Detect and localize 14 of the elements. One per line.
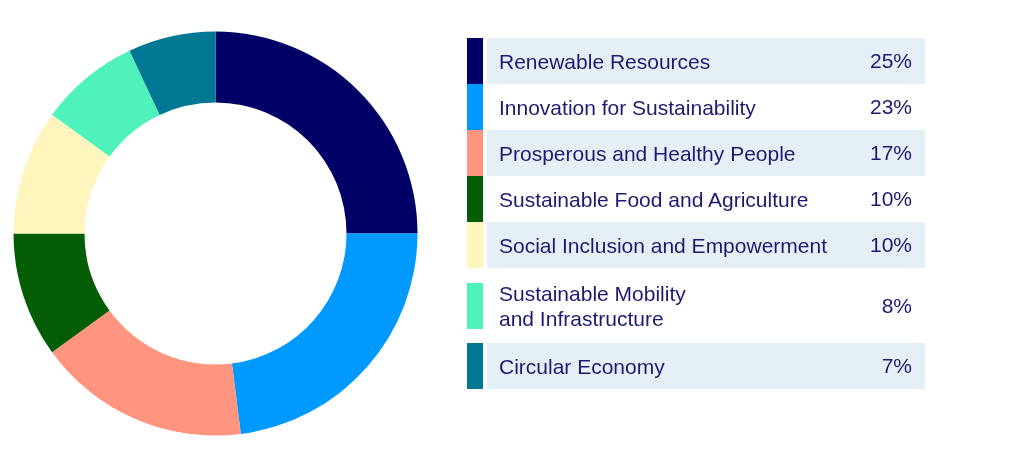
legend-label: Renewable Resources	[499, 48, 711, 74]
value-label: 17%	[869, 140, 912, 166]
value-label: 25%	[869, 48, 912, 74]
value-label: 10%	[869, 186, 912, 212]
legend-label: Circular Economy	[499, 353, 665, 379]
legend-label: Social Inclusion and Empowerment	[499, 232, 827, 258]
value-label: 7%	[881, 353, 912, 379]
value-label: 8%	[881, 292, 912, 319]
legend-label: Sustainable Mobility and Infrastructure	[499, 280, 686, 331]
legend-label: Innovation for Sustainability	[499, 94, 756, 120]
legend-label: Sustainable Food and Agriculture	[499, 186, 809, 212]
value-label: 10%	[869, 232, 912, 258]
legend-label: Prosperous and Healthy People	[499, 140, 796, 166]
value-label: 23%	[869, 94, 912, 120]
